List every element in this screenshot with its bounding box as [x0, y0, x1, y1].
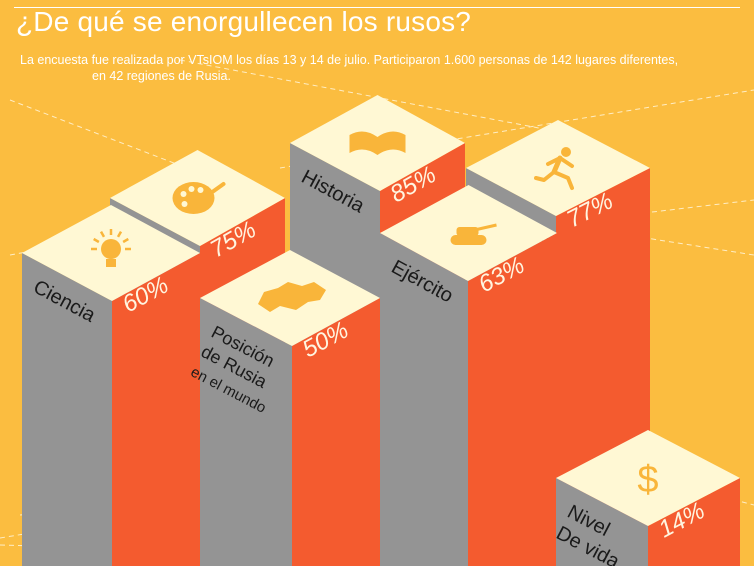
- bar-left-face: [22, 253, 112, 566]
- bulb-ray: [93, 237, 100, 244]
- runner-icon: [534, 147, 574, 190]
- bar-left-face: [380, 233, 468, 566]
- russia-shape: [258, 282, 326, 312]
- bar-right-face: [468, 233, 557, 566]
- bar-left-face: [200, 298, 292, 566]
- subtitle-line-2: en 42 regiones de Rusia.: [92, 69, 231, 83]
- lightbulb-icon: [91, 229, 131, 267]
- bar-right-face: [292, 298, 380, 566]
- bulb-glass: [101, 239, 121, 259]
- runner-head: [561, 147, 571, 157]
- tank-barrel: [474, 223, 497, 232]
- subtitle-line-1: La encuesta fue realizada por VTsIOM los…: [20, 53, 679, 67]
- palette-well: [188, 186, 195, 192]
- tank-icon: [450, 223, 497, 245]
- book-icon: [349, 131, 406, 155]
- runner-body: [551, 155, 563, 175]
- palette-well: [181, 201, 188, 207]
- column-5: Ejército 63%: [380, 185, 557, 566]
- page-title: ¿De qué se enorgullecen los rusos?: [16, 6, 472, 37]
- column-1: Ciencia 60%: [22, 205, 200, 566]
- bulb-ray: [122, 237, 129, 244]
- guide-line: [279, 89, 754, 169]
- brush: [193, 182, 226, 206]
- runner-leg-front: [552, 170, 574, 190]
- dollar-glyph: $: [637, 459, 658, 501]
- bar-top-face: [556, 430, 740, 526]
- guide-line: [9, 99, 206, 176]
- bar-right-face: [648, 478, 740, 566]
- tank-tracks: [450, 235, 487, 245]
- bar-left-face: [556, 478, 648, 566]
- russia-map-icon: [258, 282, 326, 312]
- palette-well: [197, 187, 204, 193]
- bulb-ray: [99, 231, 106, 238]
- book-right-page: [377, 131, 406, 155]
- dollar-icon: $: [637, 459, 658, 501]
- top-rule: [14, 7, 740, 8]
- book-left-page: [349, 131, 378, 155]
- palette-icon: [172, 182, 226, 214]
- bar-right-face: [112, 253, 200, 566]
- bulb-ray: [116, 231, 123, 238]
- guide-line: [179, 59, 561, 133]
- runner-leg-back: [534, 170, 556, 182]
- palette-well: [180, 191, 187, 197]
- bulb-base: [106, 259, 116, 267]
- tank-turret: [456, 227, 479, 236]
